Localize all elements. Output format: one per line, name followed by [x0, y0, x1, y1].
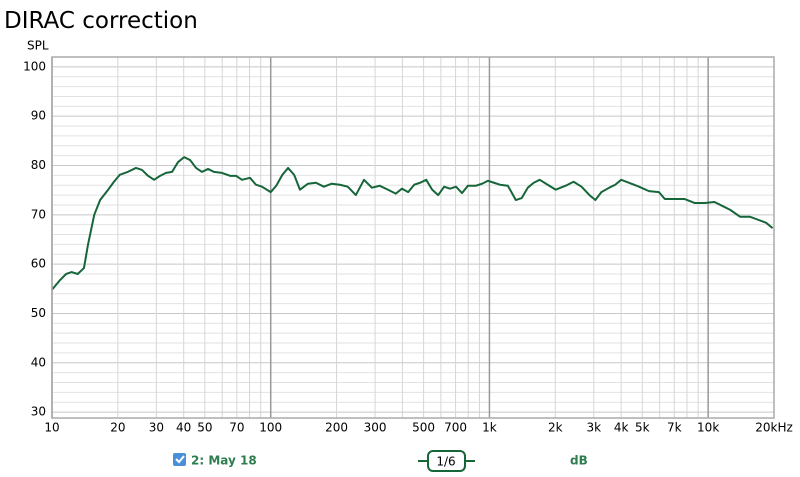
legend-entry[interactable]: 2: May 18 — [191, 454, 257, 468]
unit-label: dB — [570, 454, 588, 468]
x-tick-label: 7k — [667, 421, 682, 435]
y-tick-label: 40 — [31, 355, 46, 369]
x-tick-label: 300 — [364, 421, 387, 435]
grid — [51, 56, 775, 418]
x-tick-label: 1k — [482, 421, 497, 435]
x-tick-label: 5k — [635, 421, 650, 435]
x-tick-label: 2k — [548, 421, 563, 435]
x-tick-label: 200 — [325, 421, 348, 435]
x-tick-label: 500 — [412, 421, 435, 435]
legend-checkbox[interactable] — [173, 453, 186, 466]
x-tick-label: 3k — [586, 421, 601, 435]
plot-frame — [51, 56, 775, 419]
x-tick-label: 10k — [697, 421, 719, 435]
chart-title: DIRAC correction — [4, 8, 198, 34]
x-tick-label: 70 — [229, 421, 244, 435]
x-tick-label: 30 — [149, 421, 164, 435]
y-tick-label: 50 — [31, 306, 46, 320]
y-axis-label: SPL — [27, 39, 49, 53]
x-tick-label: 4k — [614, 421, 629, 435]
x-tick-label: 700 — [444, 421, 467, 435]
y-tick-label: 70 — [31, 207, 46, 221]
y-tick-label: 90 — [31, 109, 46, 123]
y-tick-label: 100 — [23, 59, 46, 73]
smoothing-box[interactable] — [427, 450, 466, 472]
x-tick-label: 50 — [197, 421, 212, 435]
x-tick-label: 100 — [259, 421, 282, 435]
y-tick-label: 60 — [31, 257, 46, 271]
spl-curve — [51, 156, 774, 291]
plot-area — [52, 57, 774, 418]
y-tick-label: 80 — [31, 158, 46, 172]
x-tick-label: 10 — [44, 421, 59, 435]
smoothing-label: 1/6 — [436, 455, 455, 469]
x-tick-label: 40 — [176, 421, 191, 435]
x-tick-label: 20 — [110, 421, 125, 435]
checkbox-tick — [175, 455, 185, 464]
x-tick-label: 20kHz — [755, 421, 793, 435]
y-tick-label: 30 — [31, 405, 46, 419]
curves — [51, 156, 774, 291]
